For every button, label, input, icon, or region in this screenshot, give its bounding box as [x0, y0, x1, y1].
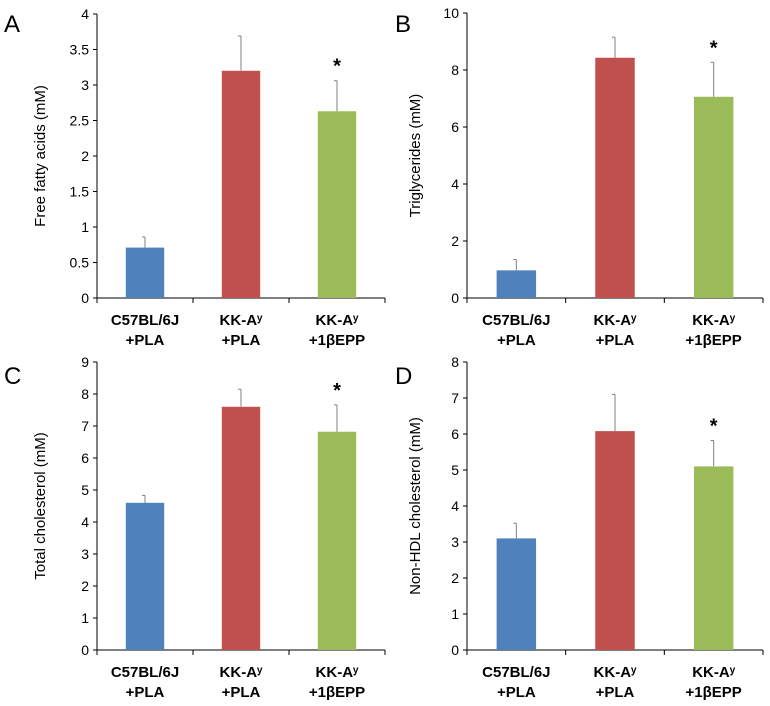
x-tick-label: +PLA: [222, 332, 261, 349]
significance-marker: *: [333, 380, 341, 402]
panel-label: A: [4, 11, 20, 38]
x-tick-label: +1βEPP: [309, 332, 365, 349]
y-tick-label: 2: [81, 578, 89, 594]
y-tick-label: 0: [81, 290, 89, 306]
chart-panel-b: B 0 2 4 6 8 10 Triglycerides (mM) C57BL/6J +PLA KK…: [395, 5, 764, 349]
y-tick-label: 1: [81, 219, 89, 235]
chart-panel-a: A 0 0.5 1 1.5 2 2.5 3 3.5 4 Free fatty acids (mM) C…: [4, 6, 386, 349]
panel-label: D: [395, 363, 412, 390]
y-tick-label: 8: [81, 386, 89, 402]
y-tick-label: 6: [451, 119, 459, 135]
bar: [496, 270, 537, 298]
x-tick-label: +PLA: [497, 684, 536, 701]
y-tick-label: 3.5: [70, 42, 90, 58]
x-tick-label: KK-Aʸ: [594, 312, 637, 329]
y-tick-label: 3: [81, 546, 89, 562]
y-tick-label: 1: [81, 610, 89, 626]
y-tick-label: 8: [451, 354, 459, 370]
y-tick-label: 4: [451, 498, 459, 514]
y-tick-label: 3: [81, 77, 89, 93]
panel-label: C: [4, 363, 21, 390]
bar: [221, 406, 261, 650]
y-axis-title: Non-HDL cholesterol (mM): [407, 417, 424, 595]
x-tick-label: C57BL/6J: [111, 664, 179, 681]
y-tick-label: 0: [81, 642, 89, 658]
y-tick-label: 2: [451, 233, 459, 249]
y-axis-title: Total cholesterol (mM): [32, 432, 49, 580]
y-tick-label: 1: [451, 606, 459, 622]
y-tick-label: 1.5: [70, 184, 90, 200]
bar: [125, 502, 165, 650]
y-tick-label: 8: [451, 62, 459, 78]
chart-panel-d: D 0 1 2 3 4 5 6 7 8 Non-HDL cholesterol (mM) C57BL/…: [395, 354, 764, 701]
bar: [317, 111, 357, 299]
bar: [595, 431, 635, 650]
x-tick-label: +PLA: [222, 684, 261, 701]
x-tick-label: KK-Aʸ: [692, 664, 735, 681]
y-tick-label: 4: [81, 514, 89, 530]
x-tick-label: KK-Aʸ: [316, 664, 359, 681]
bar: [595, 57, 635, 299]
x-tick-label: +PLA: [596, 332, 635, 349]
x-tick-label: +PLA: [596, 684, 635, 701]
y-axis-title: Triglycerides (mM): [407, 94, 424, 218]
y-tick-label: 6: [81, 450, 89, 466]
bar: [693, 96, 734, 298]
significance-marker: *: [710, 415, 718, 437]
x-tick-label: +1βEPP: [686, 332, 742, 349]
x-tick-label: C57BL/6J: [482, 312, 550, 329]
x-tick-label: +1βEPP: [309, 684, 365, 701]
y-tick-label: 9: [81, 354, 89, 370]
y-tick-label: 2: [81, 148, 89, 164]
x-tick-label: KK-Aʸ: [594, 664, 637, 681]
y-tick-label: 2.5: [70, 113, 90, 129]
x-tick-label: +PLA: [126, 684, 165, 701]
y-tick-label: 5: [451, 462, 459, 478]
significance-marker: *: [710, 37, 718, 59]
significance-marker: *: [333, 56, 341, 78]
chart-panel-c: C 0 1 2 3 4 5 6 7 8 9 Total cholesterol (mM) C57BL/6…: [4, 354, 386, 701]
y-tick-label: 10: [443, 5, 459, 21]
y-tick-label: 7: [81, 418, 89, 434]
y-tick-label: 4: [451, 176, 459, 192]
y-tick-label: 3: [451, 534, 459, 550]
y-tick-label: 0: [451, 290, 459, 306]
panel-label: B: [395, 11, 411, 38]
x-tick-label: +PLA: [126, 332, 165, 349]
x-tick-label: +PLA: [497, 332, 536, 349]
x-tick-label: KK-Aʸ: [692, 312, 735, 329]
bar: [496, 538, 537, 650]
bar: [317, 431, 357, 650]
y-tick-label: 7: [451, 390, 459, 406]
x-tick-label: C57BL/6J: [111, 312, 179, 329]
y-tick-label: 2: [451, 570, 459, 586]
y-tick-label: 6: [451, 426, 459, 442]
x-tick-label: +1βEPP: [686, 684, 742, 701]
bar: [125, 247, 165, 298]
y-tick-label: 0: [451, 642, 459, 658]
x-tick-label: KK-Aʸ: [220, 312, 263, 329]
x-tick-label: C57BL/6J: [482, 664, 550, 681]
y-axis-title: Free fatty acids (mM): [32, 85, 49, 227]
y-tick-label: 4: [81, 6, 89, 22]
x-tick-label: KK-Aʸ: [220, 664, 263, 681]
bar: [221, 70, 261, 298]
bar: [693, 466, 734, 650]
y-tick-label: 5: [81, 482, 89, 498]
y-tick-label: 0.5: [70, 255, 90, 271]
x-tick-label: KK-Aʸ: [316, 312, 359, 329]
